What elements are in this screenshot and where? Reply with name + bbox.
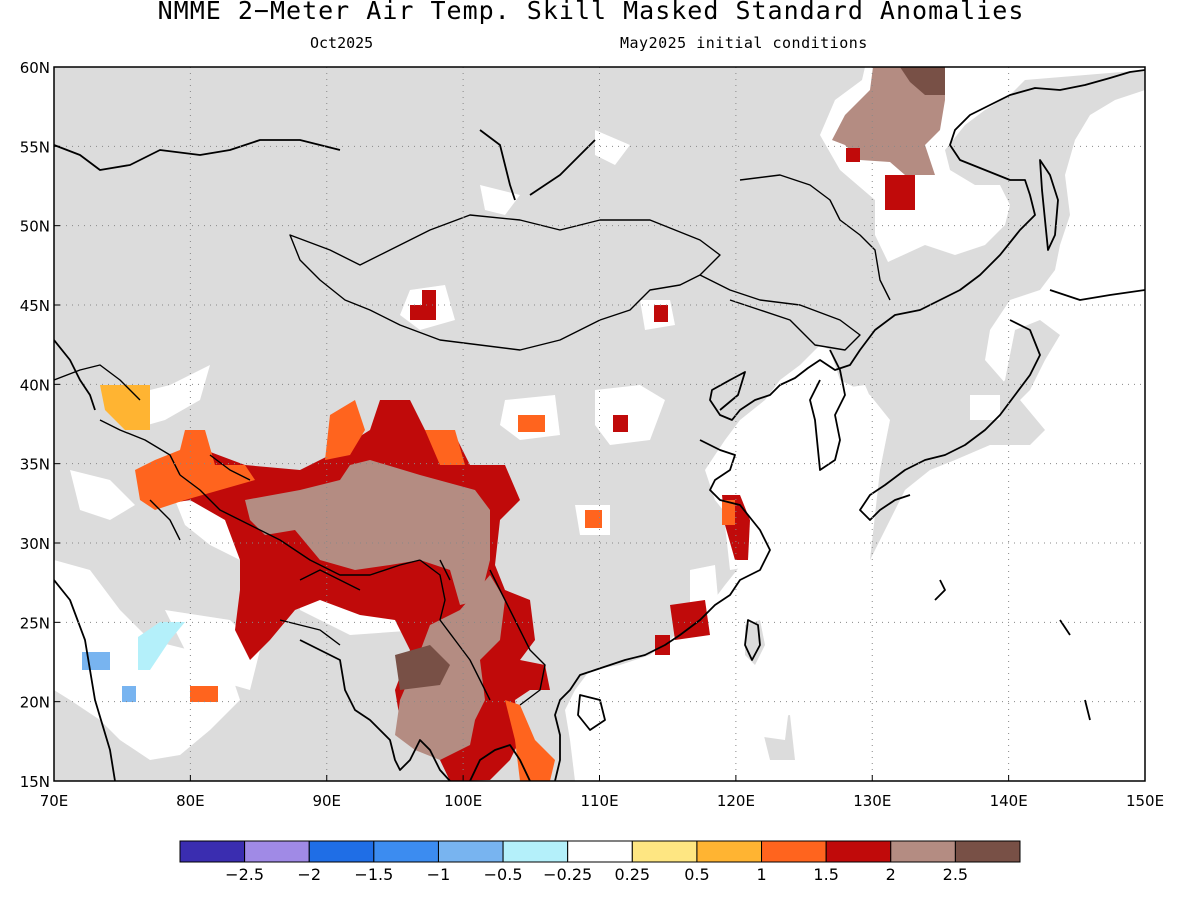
colorbar-label: 2 xyxy=(886,865,896,884)
lat-tick-label: 15N xyxy=(20,773,50,791)
anomaly-south-china xyxy=(670,600,710,640)
colorbar-label: −0.25 xyxy=(543,865,592,884)
country-borders xyxy=(54,174,891,706)
lat-tick-label: 35N xyxy=(20,456,50,474)
colorbar-swatch xyxy=(954,840,1021,863)
colorbar-label: −0.5 xyxy=(484,865,523,884)
gridlines xyxy=(54,67,1145,781)
latitude-ticks: 15N 20N 25N 30N 35N 40N 45N 50N 55N 60N xyxy=(20,59,60,791)
colorbar-label: 2.5 xyxy=(943,865,968,884)
lon-tick-label: 140E xyxy=(990,792,1028,810)
colorbar-swatch xyxy=(825,840,892,863)
anomaly-orange-west xyxy=(135,430,255,510)
anomaly-orange-north xyxy=(325,400,365,460)
anomaly-india-blue2 xyxy=(122,686,136,702)
colorbar-swatch xyxy=(437,840,504,863)
colorbar-swatch xyxy=(502,840,569,863)
map-plot-area xyxy=(54,67,1145,781)
anomaly-patches xyxy=(82,67,945,781)
anomaly-loess xyxy=(518,415,545,432)
anomaly-northchina xyxy=(613,415,628,432)
colorbar-swatch xyxy=(308,840,375,863)
lon-tick-label: 80E xyxy=(176,792,205,810)
colorbar-swatch xyxy=(179,840,246,863)
anomaly-india-blue xyxy=(82,652,110,670)
initial-conditions: May2025 initial conditions xyxy=(620,34,868,52)
colorbar-swatch xyxy=(890,840,956,863)
anomaly-fareast-brown xyxy=(832,67,945,175)
anomaly-fareast-red2 xyxy=(846,148,860,162)
lon-tick-label: 110E xyxy=(580,792,618,810)
anomaly-myanmar-dark xyxy=(395,645,450,690)
colorbar-swatch xyxy=(244,840,310,863)
longitude-ticks: 70E 80E 90E 100E 110E 120E 130E 140E 150E xyxy=(40,775,1164,810)
anomaly-fareast-red xyxy=(885,175,915,210)
lat-tick-label: 20N xyxy=(20,694,50,712)
map-title: NMME 2−Meter Air Temp. Skill Masked Stan… xyxy=(157,0,1025,25)
colorbar-label: 1.5 xyxy=(813,865,838,884)
colorbar-swatch xyxy=(761,840,827,863)
lon-tick-label: 70E xyxy=(40,792,69,810)
colorbar-swatch xyxy=(567,840,633,863)
masked-land-japan xyxy=(960,320,1060,455)
anomaly-indochina-brown xyxy=(395,575,505,760)
anomaly-mongolia-east xyxy=(654,305,668,322)
anomaly-pamir-amber xyxy=(100,385,150,430)
anomaly-south-china-2 xyxy=(655,635,670,655)
colorbar-label: 0.25 xyxy=(614,865,650,884)
lon-tick-label: 130E xyxy=(853,792,891,810)
colorbar-label: −2.5 xyxy=(225,865,264,884)
colorbar-swatch xyxy=(373,840,439,863)
lon-tick-label: 100E xyxy=(444,792,482,810)
colorbar-label: −1.5 xyxy=(354,865,393,884)
lon-tick-label: 120E xyxy=(717,792,755,810)
anomaly-central-china xyxy=(585,510,602,528)
colorbar-label: −1 xyxy=(427,865,451,884)
lat-tick-label: 50N xyxy=(20,218,50,236)
colorbar-label: 1 xyxy=(756,865,766,884)
forecast-month: Oct2025 xyxy=(310,34,374,52)
anomaly-orange-north2 xyxy=(425,430,465,465)
anomaly-tibet-brown xyxy=(245,460,490,605)
lon-tick-label: 90E xyxy=(312,792,341,810)
anomaly-vietnam-orange xyxy=(505,700,555,781)
anomaly-india-cyan xyxy=(138,622,185,670)
lat-tick-label: 45N xyxy=(20,297,50,315)
colorbar-swatch xyxy=(696,840,763,863)
colorbar-label: 0.5 xyxy=(684,865,709,884)
lat-tick-label: 30N xyxy=(20,535,50,553)
colorbar-swatch xyxy=(631,840,698,863)
anomaly-mongolia xyxy=(410,290,436,320)
coastlines xyxy=(54,69,1145,781)
lat-tick-label: 40N xyxy=(20,376,50,394)
lat-tick-label: 55N xyxy=(20,138,50,156)
colorbar-label: −2 xyxy=(297,865,321,884)
anomaly-fareast-dark xyxy=(900,67,945,95)
lat-tick-label: 60N xyxy=(20,59,50,77)
colorbar: −2.5 −2 −1.5 −1 −0.5 −0.25 0.25 0.5 1 1.5 2 2.5 xyxy=(179,840,1021,884)
anomaly-india-orange xyxy=(190,686,218,702)
anomaly-shanghai-orange xyxy=(722,500,735,525)
lat-tick-label: 25N xyxy=(20,614,50,632)
lon-tick-label: 150E xyxy=(1126,792,1164,810)
